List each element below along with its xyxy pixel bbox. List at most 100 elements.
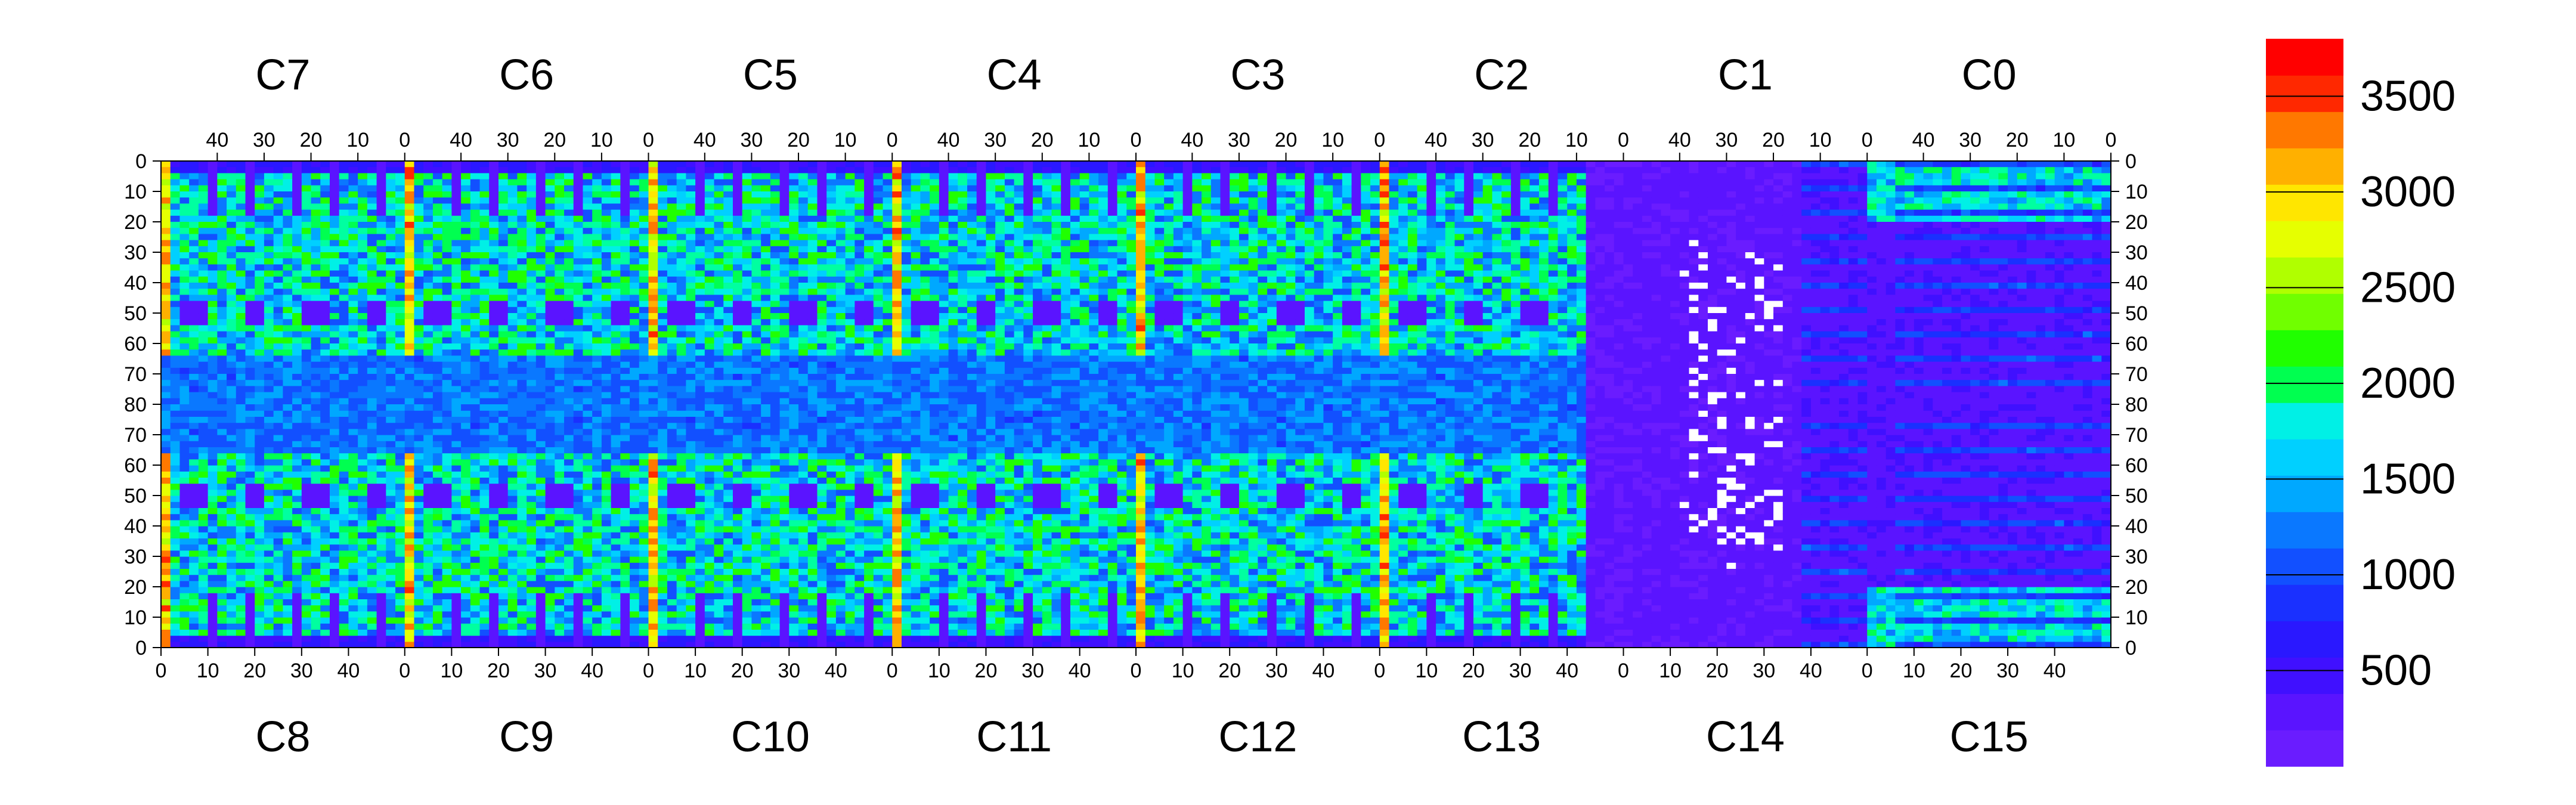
heatmap-cell bbox=[545, 465, 555, 472]
heatmap-cell bbox=[835, 276, 846, 283]
heatmap-cell bbox=[451, 349, 462, 356]
heatmap-cell bbox=[517, 550, 527, 557]
heatmap-cell bbox=[376, 641, 386, 648]
heatmap-cell bbox=[451, 173, 462, 180]
heatmap-cell bbox=[742, 167, 753, 174]
heatmap-cell bbox=[339, 416, 349, 423]
heatmap-cell bbox=[292, 161, 302, 168]
heatmap-cell bbox=[414, 538, 424, 545]
heatmap-cell bbox=[686, 185, 696, 192]
heatmap-cell bbox=[601, 209, 612, 216]
heatmap-cell bbox=[264, 416, 274, 423]
heatmap-cell bbox=[835, 325, 846, 332]
heatmap-cell bbox=[789, 289, 799, 295]
heatmap-cell bbox=[601, 532, 612, 538]
heatmap-cell bbox=[742, 258, 753, 265]
heatmap-cell bbox=[583, 617, 593, 624]
heatmap-cell bbox=[432, 215, 443, 222]
heatmap-cell bbox=[255, 605, 265, 612]
heatmap-cell bbox=[779, 203, 789, 210]
heatmap-cell bbox=[395, 441, 405, 447]
heatmap-cell bbox=[620, 422, 630, 429]
heatmap-cell bbox=[807, 325, 818, 332]
heatmap-cell bbox=[535, 580, 546, 587]
heatmap-cell bbox=[545, 507, 555, 515]
heatmap-cell bbox=[395, 161, 405, 168]
heatmap-cell bbox=[742, 301, 753, 308]
heatmap-cell bbox=[170, 599, 181, 606]
heatmap-cell bbox=[573, 313, 584, 320]
heatmap-cell bbox=[517, 605, 527, 612]
heatmap-cell bbox=[573, 374, 584, 380]
heatmap-cell bbox=[348, 605, 358, 612]
heatmap-cell bbox=[714, 270, 724, 277]
heatmap-cell bbox=[189, 496, 199, 502]
heatmap-cell bbox=[367, 441, 377, 447]
heatmap-cell bbox=[208, 222, 218, 228]
heatmap-cell bbox=[611, 641, 621, 648]
heatmap-cell bbox=[564, 173, 574, 180]
heatmap-cell bbox=[479, 215, 490, 222]
heatmap-cell bbox=[189, 325, 199, 332]
heatmap-cell bbox=[358, 635, 368, 642]
heatmap-cell bbox=[311, 587, 321, 593]
heatmap-cell bbox=[292, 374, 302, 380]
heatmap-cell bbox=[507, 447, 518, 454]
heatmap-cell bbox=[358, 203, 368, 210]
heatmap-cell bbox=[611, 568, 621, 575]
heatmap-cell bbox=[386, 270, 396, 277]
heatmap-cell bbox=[161, 501, 171, 508]
heatmap-cell bbox=[479, 483, 490, 490]
heatmap-cell bbox=[535, 240, 546, 247]
heatmap-cell bbox=[732, 264, 743, 271]
heatmap-cell bbox=[264, 635, 274, 642]
heatmap-cell bbox=[189, 380, 199, 386]
heatmap-cell bbox=[564, 283, 574, 289]
heatmap-cell bbox=[517, 167, 527, 174]
heatmap-cell bbox=[620, 513, 630, 521]
heatmap-cell bbox=[461, 441, 471, 447]
heatmap-cell bbox=[217, 319, 227, 326]
heatmap-cell bbox=[432, 513, 443, 521]
heatmap-cell bbox=[432, 410, 443, 417]
heatmap-cell bbox=[527, 301, 537, 308]
heatmap-cell bbox=[320, 343, 330, 350]
heatmap-cell bbox=[245, 496, 255, 502]
heatmap-cell bbox=[639, 197, 649, 204]
heatmap-cell bbox=[414, 507, 424, 515]
heatmap-cell bbox=[255, 507, 265, 515]
heatmap-cell bbox=[630, 355, 640, 363]
heatmap-cell bbox=[826, 197, 837, 204]
heatmap-cell bbox=[245, 568, 255, 575]
heatmap-cell bbox=[311, 465, 321, 472]
heatmap-cell bbox=[320, 185, 330, 192]
heatmap-cell bbox=[798, 191, 809, 198]
heatmap-cell bbox=[208, 519, 218, 527]
heatmap-cell bbox=[320, 203, 330, 210]
heatmap-cell bbox=[545, 599, 555, 606]
heatmap-cell bbox=[817, 258, 827, 265]
heatmap-cell bbox=[189, 447, 199, 454]
heatmap-cell bbox=[273, 355, 283, 363]
heatmap-cell bbox=[339, 471, 349, 478]
heatmap-cell bbox=[217, 489, 227, 496]
heatmap-cell bbox=[527, 222, 537, 228]
heatmap-cell bbox=[451, 483, 462, 490]
heatmap-cell bbox=[311, 319, 321, 326]
heatmap-cell bbox=[798, 179, 809, 186]
heatmap-cell bbox=[283, 471, 293, 478]
heatmap-cell bbox=[367, 289, 377, 295]
heatmap-cell bbox=[498, 519, 509, 527]
heatmap-cell bbox=[292, 392, 302, 399]
heatmap-cell bbox=[236, 209, 246, 216]
heatmap-cell bbox=[779, 197, 789, 204]
heatmap-cell bbox=[339, 325, 349, 332]
heatmap-cell bbox=[535, 209, 546, 216]
heatmap-cell bbox=[264, 617, 274, 624]
heatmap-cell bbox=[236, 568, 246, 575]
heatmap-cell bbox=[208, 283, 218, 289]
heatmap-cell bbox=[583, 526, 593, 532]
heatmap-cell bbox=[329, 203, 340, 210]
heatmap-cell bbox=[545, 258, 555, 265]
heatmap-cell bbox=[761, 264, 771, 271]
